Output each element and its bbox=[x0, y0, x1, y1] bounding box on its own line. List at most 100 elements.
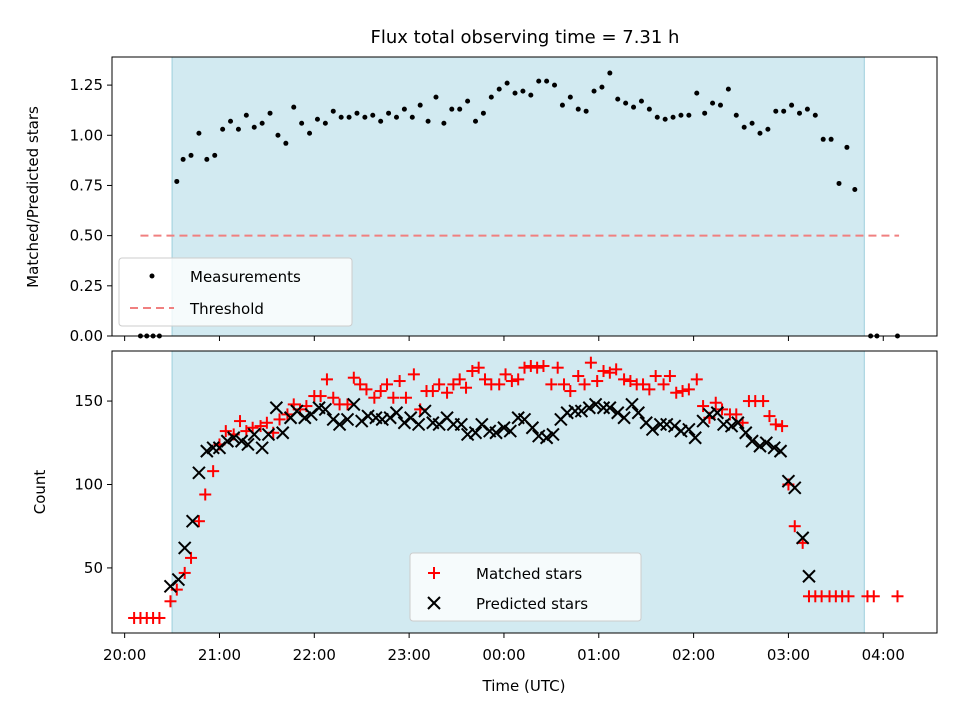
measurement-point bbox=[591, 88, 597, 94]
matched-star-point bbox=[531, 361, 544, 374]
predicted-star-point bbox=[582, 401, 597, 415]
matched-star-point bbox=[381, 378, 393, 391]
measurement-point bbox=[615, 96, 621, 102]
measurement-point bbox=[552, 82, 558, 88]
matched-star-point bbox=[192, 515, 205, 528]
predicted-star-point bbox=[716, 417, 731, 432]
predicted-star-point bbox=[588, 397, 603, 412]
predicted-star-point bbox=[220, 434, 235, 448]
measurement-point bbox=[449, 106, 455, 112]
predicted-star-point bbox=[171, 572, 186, 587]
measurement-point bbox=[749, 120, 755, 126]
bottom-y-tick-label: 100 bbox=[74, 475, 103, 493]
measurement-point bbox=[773, 108, 779, 114]
predicted-star-point bbox=[739, 426, 753, 440]
matched-star-point bbox=[207, 465, 220, 478]
measurement-point bbox=[188, 152, 194, 158]
measurement-point bbox=[180, 156, 186, 162]
measurement-point bbox=[212, 152, 218, 158]
matched-star-point bbox=[347, 371, 360, 384]
legend-threshold-label: Threshold bbox=[189, 300, 264, 318]
measurement-point bbox=[259, 120, 265, 126]
matched-star-point bbox=[320, 373, 333, 386]
bottom-x-tick-label: 01:00 bbox=[577, 646, 620, 664]
predicted-star-point bbox=[568, 404, 582, 418]
measurement-point bbox=[251, 124, 257, 130]
measurement-point bbox=[623, 100, 629, 106]
measurement-point bbox=[638, 98, 644, 104]
measurement-point bbox=[291, 104, 297, 110]
bottom-y-tick-label: 150 bbox=[74, 392, 103, 410]
predicted-star-point bbox=[206, 441, 220, 455]
measurement-point bbox=[694, 90, 700, 96]
predicted-star-point bbox=[546, 427, 560, 442]
matched-star-point bbox=[234, 415, 247, 428]
top-axes-frame bbox=[111, 56, 938, 337]
measurement-point bbox=[362, 114, 368, 120]
predicted-star-point bbox=[753, 439, 767, 453]
measurement-point bbox=[488, 94, 494, 100]
matched-star-point bbox=[393, 375, 406, 388]
matched-star-point bbox=[676, 385, 689, 398]
predicted-star-point bbox=[710, 406, 725, 420]
measurement-point bbox=[473, 118, 479, 124]
legend-predicted-marker bbox=[427, 596, 441, 610]
measurement-point bbox=[220, 126, 226, 132]
matched-star-point bbox=[360, 383, 373, 396]
measurement-point bbox=[559, 102, 565, 108]
matched-star-point bbox=[572, 370, 585, 383]
measurement-point bbox=[283, 140, 289, 146]
measurement-point bbox=[567, 94, 573, 100]
predicted-star-point bbox=[682, 422, 696, 437]
predicted-star-point bbox=[731, 416, 745, 430]
predicted-star-point bbox=[200, 444, 214, 458]
matched-star-point bbox=[447, 378, 460, 391]
predicted-star-point bbox=[767, 441, 781, 455]
predicted-star-point bbox=[275, 426, 290, 440]
measurement-point bbox=[607, 70, 613, 76]
measurement-point bbox=[370, 112, 376, 118]
matched-star-point bbox=[199, 488, 212, 501]
matched-star-point bbox=[597, 365, 610, 378]
measurement-points bbox=[137, 70, 900, 339]
predicted-star-point bbox=[185, 514, 200, 528]
predicted-star-point bbox=[234, 434, 249, 448]
bottom-panel: 50 100 150 20:00 21:00 22:00 23:00 00:00 01:00 0… bbox=[31, 350, 938, 695]
predicted-star-point bbox=[773, 444, 788, 458]
predicted-star-point bbox=[653, 417, 668, 432]
measurement-point bbox=[465, 98, 471, 104]
measurement-point bbox=[662, 116, 668, 122]
matched-star-point bbox=[657, 378, 670, 391]
measurement-point bbox=[781, 108, 787, 114]
predicted-star-point bbox=[269, 401, 284, 415]
matched-star-point bbox=[341, 398, 354, 411]
measurement-point bbox=[386, 110, 392, 116]
predicted-star-point bbox=[261, 427, 276, 442]
matched-star-point bbox=[478, 373, 491, 386]
measurement-point bbox=[725, 86, 731, 92]
matched-star-point bbox=[466, 365, 479, 378]
matched-star-point bbox=[254, 420, 267, 433]
matched-star-point bbox=[564, 385, 577, 398]
bottom-y-axis-label: Count bbox=[31, 470, 49, 515]
bottom-x-tick-label: 20:00 bbox=[103, 646, 146, 664]
top-y-tick-label: 1.00 bbox=[70, 126, 103, 144]
measurement-point bbox=[417, 102, 423, 108]
predicted-star-point bbox=[503, 424, 517, 438]
measurement-point bbox=[757, 130, 763, 136]
top-y-tick-label: 0.75 bbox=[70, 176, 103, 194]
predicted-star-point bbox=[745, 434, 759, 448]
measurement-point bbox=[196, 130, 202, 136]
matched-star-point bbox=[690, 373, 703, 386]
predicted-star-point bbox=[539, 431, 554, 445]
matched-star-point bbox=[551, 361, 564, 374]
measurement-point bbox=[480, 110, 486, 116]
matched-star-point bbox=[512, 373, 525, 386]
measurement-point bbox=[275, 132, 281, 138]
predicted-star-point bbox=[660, 417, 674, 432]
matched-star-point bbox=[643, 383, 656, 396]
measurement-point bbox=[401, 106, 407, 112]
measurement-point bbox=[820, 136, 826, 142]
matched-star-point bbox=[649, 370, 662, 383]
top-x-axis-ticks bbox=[124, 336, 884, 341]
